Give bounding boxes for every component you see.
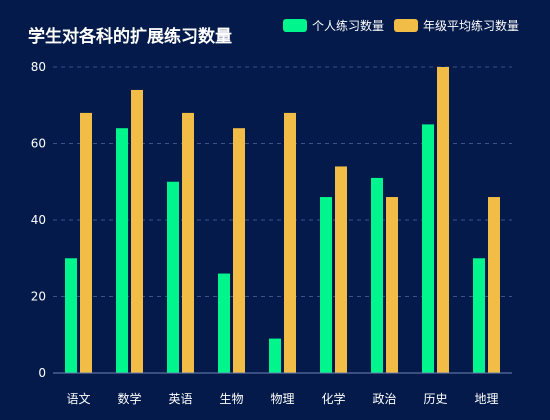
y-tick-label: 0 [38, 366, 46, 380]
bar-grade-average [182, 112, 194, 374]
bar-grade-average [386, 197, 398, 373]
x-tick-label: 政治 [372, 392, 396, 406]
bar-personal [371, 177, 383, 373]
x-tick-label: 历史 [423, 392, 447, 406]
bar-personal [320, 197, 332, 373]
x-tick-label: 英语 [168, 392, 192, 406]
x-axis-ticks: 语文 数学 英语 生物 物理 化学 政治 历史 地理 [66, 391, 498, 406]
bar-personal [116, 128, 128, 373]
legend-swatch-grade-average [394, 19, 418, 32]
bar-grade-average [131, 89, 143, 373]
legend-label-grade-average: 年级平均练习数量 [423, 18, 519, 33]
bar-grade-average [284, 112, 296, 374]
y-tick-label: 20 [31, 290, 46, 304]
bar-grade-average [437, 67, 449, 373]
y-tick-label: 40 [31, 213, 46, 227]
chart-legend: 个人练习数量 年级平均练习数量 [283, 18, 519, 33]
bar-grade-average [80, 112, 92, 374]
y-axis-ticks: 0 20 40 60 80 [31, 60, 46, 380]
bar-personal [269, 338, 281, 373]
x-tick-label: 生物 [219, 392, 243, 406]
legend-label-personal: 个人练习数量 [312, 18, 384, 33]
bar-grade-average [488, 197, 500, 373]
bars [65, 67, 500, 374]
bar-personal [218, 273, 230, 373]
x-tick-label: 物理 [270, 392, 294, 406]
y-tick-label: 80 [31, 60, 46, 74]
bar-personal [167, 181, 179, 373]
bar-personal [65, 258, 77, 373]
x-tick-label: 地理 [474, 392, 498, 406]
bar-personal [422, 124, 434, 373]
bar-personal [473, 258, 485, 373]
x-tick-label: 语文 [66, 391, 90, 406]
bar-grade-average [233, 128, 245, 373]
x-tick-label: 数学 [117, 391, 141, 406]
x-tick-label: 化学 [321, 391, 345, 406]
legend-swatch-personal [283, 19, 307, 32]
chart-title: 学生对各科的扩展练习数量 [28, 26, 232, 47]
y-tick-label: 60 [31, 137, 46, 151]
bar-grade-average [335, 166, 347, 373]
